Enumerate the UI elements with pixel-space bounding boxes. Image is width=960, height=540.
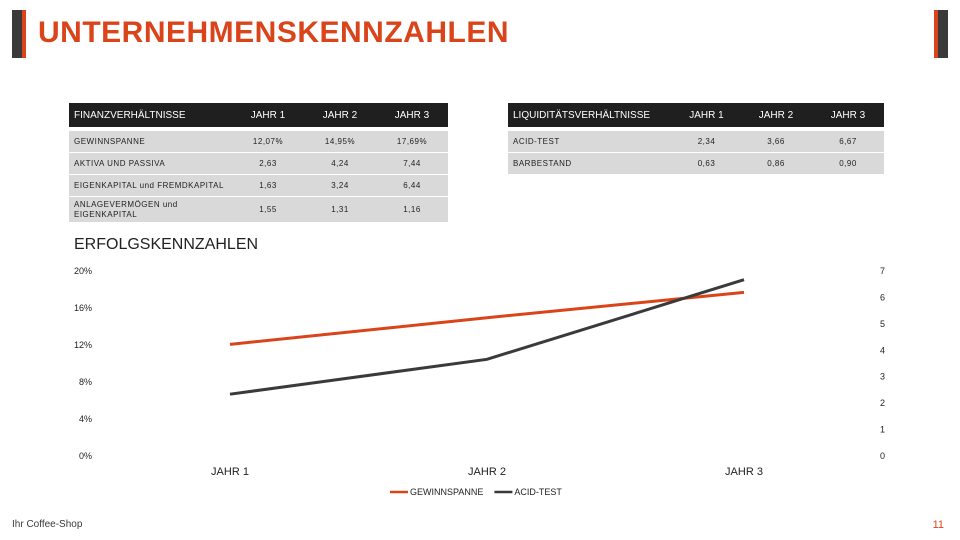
table-cell: 0,86 [740, 153, 812, 175]
header-accent-left [22, 10, 26, 58]
table-cell: ANLAGEVERMÖGEN und EIGENKAPITAL [69, 197, 232, 223]
y-right-tick-label: 6 [880, 292, 885, 302]
header-bar-left [12, 10, 22, 58]
table-header: JAHR 1 [232, 103, 304, 127]
table-cell: 1,16 [376, 197, 448, 223]
table-header: JAHR 2 [304, 103, 376, 127]
y-right-tick-label: 5 [880, 319, 885, 329]
table-cell: 1,55 [232, 197, 304, 223]
y-right-tick-label: 7 [880, 266, 885, 276]
y-right-tick-label: 4 [880, 345, 885, 355]
table-cell: 6,44 [376, 175, 448, 197]
page-title: UNTERNEHMENSKENNZAHLEN [38, 16, 510, 49]
table-cell: EIGENKAPITAL und FREMDKAPITAL [69, 175, 232, 197]
y-left-tick-label: 16% [74, 303, 92, 313]
table-cell: 14,95% [304, 131, 376, 153]
table-cell: 1,31 [304, 197, 376, 223]
page-number: 11 [932, 519, 944, 531]
table-cell: 2,34 [673, 131, 740, 153]
table-header: LIQUIDITÄTSVERHÄLTNISSE [508, 103, 673, 127]
y-left-tick-label: 4% [79, 414, 92, 424]
table-row: AKTIVA UND PASSIVA 2,63 4,24 7,44 [69, 153, 448, 175]
header-accent-right [934, 10, 938, 58]
table-cell: 3,24 [304, 175, 376, 197]
header-bar-right [938, 10, 948, 58]
table-row: ANLAGEVERMÖGEN und EIGENKAPITAL 1,55 1,3… [69, 197, 448, 223]
table-cell: 4,24 [304, 153, 376, 175]
chart-title: ERFOLGSKENNZAHLEN [74, 236, 259, 253]
table-row: EIGENKAPITAL und FREMDKAPITAL 1,63 3,24 … [69, 175, 448, 197]
table-cell: GEWINNSPANNE [69, 131, 232, 153]
x-tick-label: JAHR 3 [725, 466, 763, 478]
series-line-gewinnspanne [229, 290, 745, 346]
table-header: FINANZVERHÄLTNISSE [69, 103, 232, 127]
table-header: JAHR 3 [376, 103, 448, 127]
table-cell: 0,63 [673, 153, 740, 175]
table-header: JAHR 2 [740, 103, 812, 127]
table-row: BARBESTAND 0,63 0,86 0,90 [508, 153, 884, 175]
table-cell: 6,67 [812, 131, 884, 153]
x-tick-label: JAHR 1 [211, 466, 249, 478]
table-row: GEWINNSPANNE 12,07% 14,95% 17,69% [69, 131, 448, 153]
table-cell: 0,90 [812, 153, 884, 175]
y-left-tick-label: 0% [79, 451, 92, 461]
y-right-tick-label: 1 [880, 425, 885, 435]
performance-chart: 0% 4% 8% 12% 16% 20% 0 1 2 3 4 5 6 7 JAHR 1 JAHR 2 JAHR … [74, 266, 885, 497]
table-cell: 1,63 [232, 175, 304, 197]
series-line-acid-test [229, 278, 745, 396]
y-left-tick-label: 20% [74, 266, 92, 276]
legend-label: ACID-TEST [514, 487, 562, 497]
table-row: ACID-TEST 2,34 3,66 6,67 [508, 131, 884, 153]
table-cell: 17,69% [376, 131, 448, 153]
table-cell: AKTIVA UND PASSIVA [69, 153, 232, 175]
y-left-tick-label: 12% [74, 340, 92, 350]
footer-logo: Ihr Coffee-Shop [12, 519, 83, 530]
table-cell: 12,07% [232, 131, 304, 153]
financial-ratios-table: FINANZVERHÄLTNISSE JAHR 1 JAHR 2 JAHR 3 … [69, 103, 448, 223]
y-left-tick-label: 8% [79, 377, 92, 387]
y-right-tick-label: 0 [880, 451, 885, 461]
table-cell: ACID-TEST [508, 131, 673, 153]
table-cell: 3,66 [740, 131, 812, 153]
table-cell: 2,63 [232, 153, 304, 175]
x-tick-label: JAHR 2 [468, 466, 506, 478]
liquidity-ratios-table: LIQUIDITÄTSVERHÄLTNISSE JAHR 1 JAHR 2 JA… [508, 103, 884, 175]
table-cell: BARBESTAND [508, 153, 673, 175]
table-cell: 7,44 [376, 153, 448, 175]
legend-label: GEWINNSPANNE [410, 487, 483, 497]
table-header: JAHR 3 [812, 103, 884, 127]
y-right-tick-label: 2 [880, 398, 885, 408]
table-header: JAHR 1 [673, 103, 740, 127]
y-right-tick-label: 3 [880, 372, 885, 382]
